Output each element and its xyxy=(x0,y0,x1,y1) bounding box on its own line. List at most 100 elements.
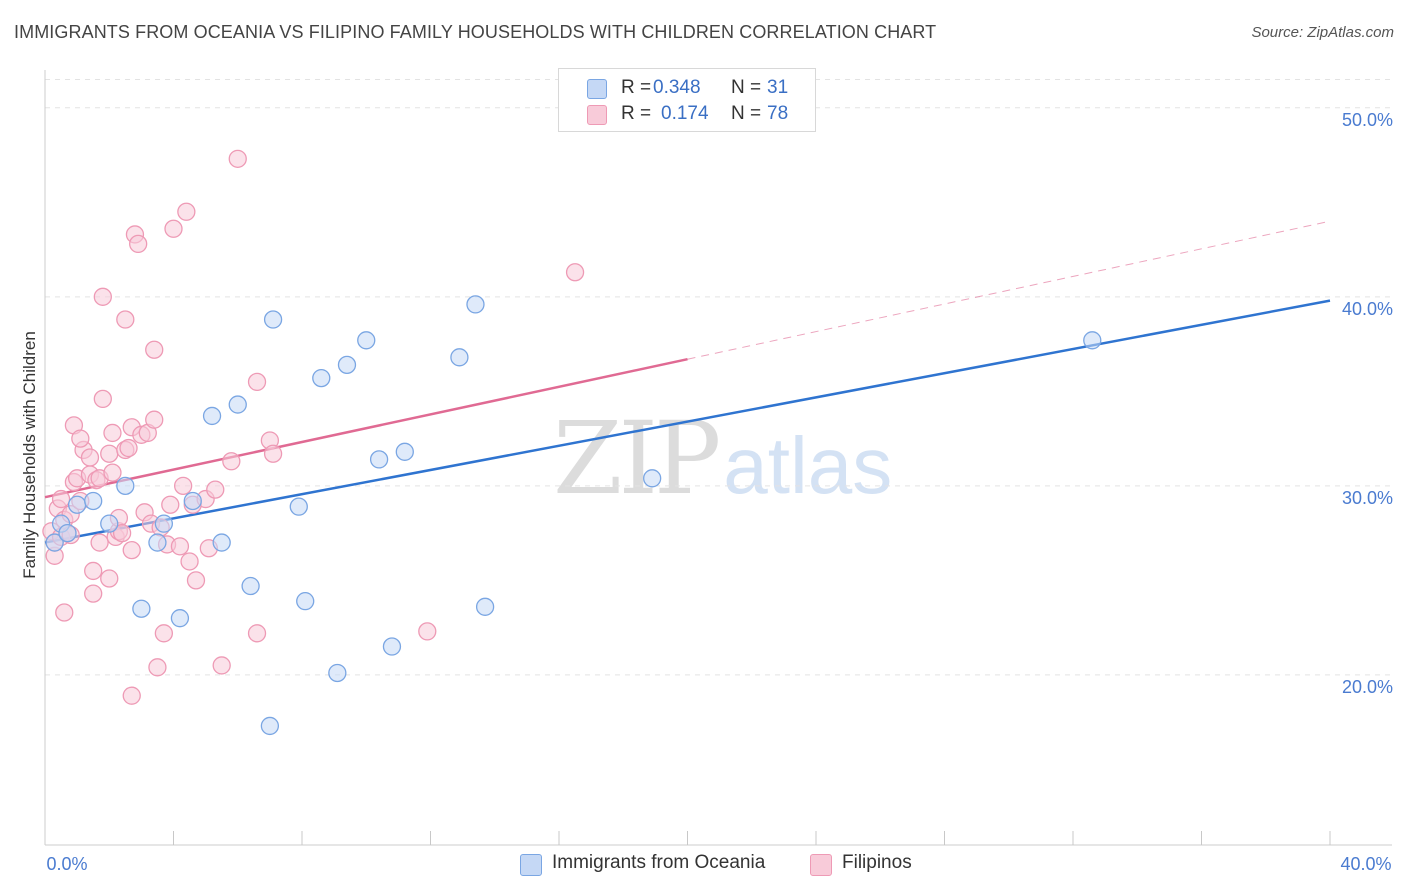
point-filipinos xyxy=(247,372,267,392)
point-filipinos xyxy=(177,202,196,221)
point-filipinos xyxy=(565,263,585,282)
point-filipinos xyxy=(103,423,122,443)
point-filipinos xyxy=(80,448,100,467)
point-filipinos xyxy=(228,149,247,168)
point-oceania xyxy=(132,599,151,618)
point-oceania xyxy=(183,491,202,511)
legend-r-value-filipinos: 0.174 xyxy=(661,103,709,124)
point-oceania xyxy=(369,450,389,469)
point-filipinos xyxy=(161,495,180,514)
point-filipinos xyxy=(103,463,122,482)
point-filipinos xyxy=(129,234,148,254)
point-oceania xyxy=(58,523,77,543)
legend-swatch-filipinos xyxy=(587,105,607,125)
point-filipinos xyxy=(93,389,112,409)
point-oceania xyxy=(357,331,376,350)
x-tick-label: 40.0% xyxy=(1340,854,1391,874)
point-filipinos xyxy=(55,603,74,622)
y-axis-label: Family Households with Children xyxy=(20,331,39,579)
y-tick-label: 50.0% xyxy=(1342,110,1393,130)
point-filipinos xyxy=(164,219,183,238)
chart-source: Source: ZipAtlas.com xyxy=(1251,24,1394,41)
point-oceania xyxy=(466,295,485,314)
point-filipinos xyxy=(418,622,437,641)
point-oceania xyxy=(1083,331,1102,350)
point-filipinos xyxy=(145,340,164,359)
point-oceania xyxy=(312,368,331,388)
axes-layer xyxy=(44,70,1392,846)
point-filipinos xyxy=(84,584,103,603)
point-oceania xyxy=(475,597,495,616)
point-filipinos xyxy=(154,624,174,643)
point-filipinos xyxy=(100,444,119,463)
point-oceania xyxy=(154,514,174,533)
point-oceania xyxy=(212,533,231,552)
point-filipinos xyxy=(222,452,241,471)
point-oceania xyxy=(289,497,308,516)
point-filipinos xyxy=(90,533,109,552)
point-oceania xyxy=(84,491,103,511)
point-oceania xyxy=(643,469,662,488)
point-filipinos xyxy=(170,537,190,556)
trend-line-solid xyxy=(44,357,688,499)
legend-r-label: R = xyxy=(621,103,652,124)
point-filipinos xyxy=(116,310,135,329)
bottom-legend-label-oceania: Immigrants from Oceania xyxy=(552,852,766,873)
bottom-legend-swatch-oceania xyxy=(520,854,542,876)
point-filipinos xyxy=(84,561,103,581)
chart-title: IMMIGRANTS FROM OCEANIA VS FILIPINO FAMI… xyxy=(14,22,937,42)
y-tick-label: 30.0% xyxy=(1342,488,1393,508)
point-filipinos xyxy=(247,624,267,643)
point-filipinos xyxy=(112,523,132,543)
point-oceania xyxy=(296,592,315,611)
point-oceania xyxy=(67,495,87,514)
point-oceania xyxy=(395,442,414,461)
trend-line-dashed xyxy=(687,220,1331,360)
legend-r-label: R = xyxy=(621,77,652,98)
point-filipinos xyxy=(206,480,225,499)
y-tick-label: 20.0% xyxy=(1342,677,1393,697)
bottom-legend-label-filipinos: Filipinos xyxy=(842,852,912,873)
point-filipinos xyxy=(263,444,283,463)
point-oceania xyxy=(382,637,402,656)
point-filipinos xyxy=(212,656,231,675)
point-oceania xyxy=(100,514,119,533)
legend-n-label: N = xyxy=(731,103,762,124)
legend-n-label: N = xyxy=(731,77,762,98)
point-filipinos xyxy=(186,571,206,590)
point-filipinos xyxy=(173,476,193,496)
point-filipinos xyxy=(122,540,141,560)
y-tick-label: 40.0% xyxy=(1342,299,1393,319)
legend-swatch-oceania xyxy=(587,79,607,99)
watermark-atlas: atlas xyxy=(723,421,893,510)
point-oceania xyxy=(450,348,469,367)
ticks-layer: 20.0% 30.0% 40.0% 50.0% 0.0% 40.0% xyxy=(46,110,1393,874)
point-filipinos xyxy=(100,569,119,588)
point-oceania xyxy=(260,716,280,736)
point-oceania xyxy=(45,533,64,552)
point-filipinos xyxy=(180,552,199,571)
point-filipinos xyxy=(93,287,112,306)
correlation-legend: R = 0.348 N = 31 R = 0.174 N = 78 xyxy=(558,68,816,132)
legend-n-value-oceania: 31 xyxy=(767,77,789,98)
point-oceania xyxy=(116,476,135,496)
point-filipinos xyxy=(145,410,164,429)
trend-layer xyxy=(44,220,1331,544)
point-oceania xyxy=(328,663,347,683)
point-oceania xyxy=(148,533,167,552)
point-oceania xyxy=(170,609,190,628)
point-oceania xyxy=(337,355,357,375)
point-oceania xyxy=(228,395,247,414)
point-filipinos xyxy=(51,489,71,509)
legend-r-value-oceania: 0.348 xyxy=(653,77,701,98)
points-layer xyxy=(42,149,1102,736)
point-filipinos xyxy=(122,686,141,705)
point-oceania xyxy=(263,310,283,329)
legend-n-value-filipinos: 78 xyxy=(767,103,789,124)
point-oceania xyxy=(241,576,260,596)
trend-line xyxy=(44,299,1331,544)
bottom-legend-swatch-filipinos xyxy=(810,854,832,876)
point-oceania xyxy=(202,406,222,426)
point-filipinos xyxy=(148,658,167,677)
